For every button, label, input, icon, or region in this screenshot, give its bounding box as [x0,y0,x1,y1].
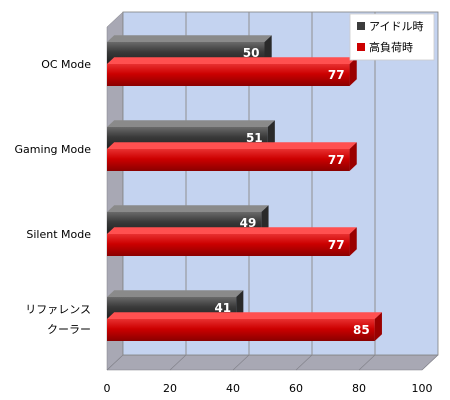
bar-value-label: 41 [214,301,231,315]
bars: 50 77 51 77 49 77 41 85 [107,35,382,341]
legend-swatch-load [357,43,365,51]
category-label: OC Mode [41,58,91,71]
bar-value-label: 77 [328,153,345,167]
bar-load [107,234,350,256]
bar-end-face [261,205,269,234]
bar-top-face [107,205,269,212]
bar-top-face [107,227,357,234]
bar-load [107,64,350,86]
bar-end-face [236,290,244,319]
floor-gridline [295,354,313,371]
x-tick-label: 80 [352,382,366,395]
x-tick-label: 20 [163,382,177,395]
x-tick-label: 100 [412,382,433,395]
floor-gridline [232,354,250,371]
bar-end-face [349,57,357,86]
floor-gridline [358,354,376,371]
x-tick-label: 60 [289,382,303,395]
category-label: Silent Mode [26,228,91,241]
bar-top-face [107,290,244,297]
bar-top-face [107,312,382,319]
bar-load [107,149,350,171]
bar-top-face [107,57,357,64]
bar-value-label: 51 [246,131,263,145]
bar-end-face [374,312,382,341]
bar-value-label: 77 [328,68,345,82]
bar-value-label: 85 [353,323,370,337]
bar-load [107,319,375,341]
legend-box [349,13,435,61]
bar-end-face [349,142,357,171]
legend-label-load: 高負荷時 [369,40,413,54]
bar-end-face [267,120,275,149]
bar-top-face [107,142,357,149]
legend-swatch-idle [357,22,365,30]
bar-end-face [349,227,357,256]
bar-top-face [107,35,272,42]
plot-floor [106,354,439,371]
floor-gridline [106,354,124,371]
bar-value-label: 77 [328,238,345,252]
category-label: リファレンスクーラー [25,303,91,336]
x-axis-ticks: 0 20 40 60 80 100 [104,382,433,395]
category-labels: OC Mode Gaming Mode Silent Mode リファレンスクーラー [15,58,92,336]
bar-value-label: 50 [243,46,260,60]
floor-gridline [421,354,439,371]
x-tick-label: 0 [104,382,111,395]
x-tick-label: 40 [226,382,240,395]
bar-end-face [264,35,272,64]
bar-top-face [107,120,275,127]
legend: アイドル時 高負荷時 [349,13,435,61]
category-label: Gaming Mode [15,143,92,156]
floor-gridline [169,354,187,371]
legend-label-idle: アイドル時 [369,20,423,33]
bar-value-label: 49 [240,216,257,230]
